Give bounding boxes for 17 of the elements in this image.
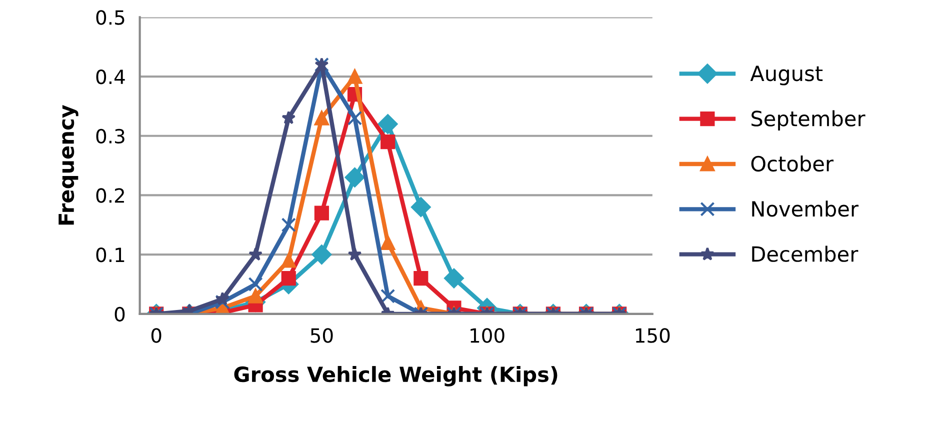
y-tick-label: 0 xyxy=(114,306,125,322)
x-axis-title: Gross Vehicle Weight (Kips) xyxy=(234,366,558,386)
y-tick-label: 0.2 xyxy=(96,188,124,203)
legend-label: August xyxy=(750,66,823,86)
legend-label: November xyxy=(752,200,859,217)
legend-label: December xyxy=(752,246,858,262)
y-tick-label: 0.5 xyxy=(96,10,124,25)
legend-label: September xyxy=(752,110,866,130)
x-tick-label: 50 xyxy=(310,328,333,343)
y-tick-label: 0.1 xyxy=(96,248,124,262)
x-tick-label: 0 xyxy=(151,328,162,343)
y-axis-title: Frequency xyxy=(58,104,78,225)
x-tick-label: 100 xyxy=(470,328,504,343)
x-tick-label: 150 xyxy=(636,328,670,343)
y-tick-label: 0.4 xyxy=(96,69,125,84)
y-tick-label: 0.3 xyxy=(96,128,124,144)
legend-label: October xyxy=(751,155,834,172)
